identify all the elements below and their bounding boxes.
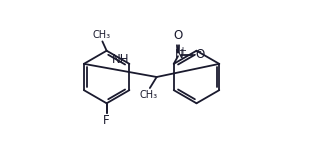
Text: NH: NH <box>112 53 130 66</box>
Text: CH₃: CH₃ <box>140 90 158 100</box>
Text: CH₃: CH₃ <box>93 30 111 40</box>
Text: O: O <box>195 48 204 61</box>
Text: −: − <box>194 47 202 57</box>
Text: N: N <box>175 48 183 61</box>
Text: +: + <box>178 47 186 57</box>
Text: F: F <box>103 114 110 127</box>
Text: O: O <box>173 29 183 42</box>
